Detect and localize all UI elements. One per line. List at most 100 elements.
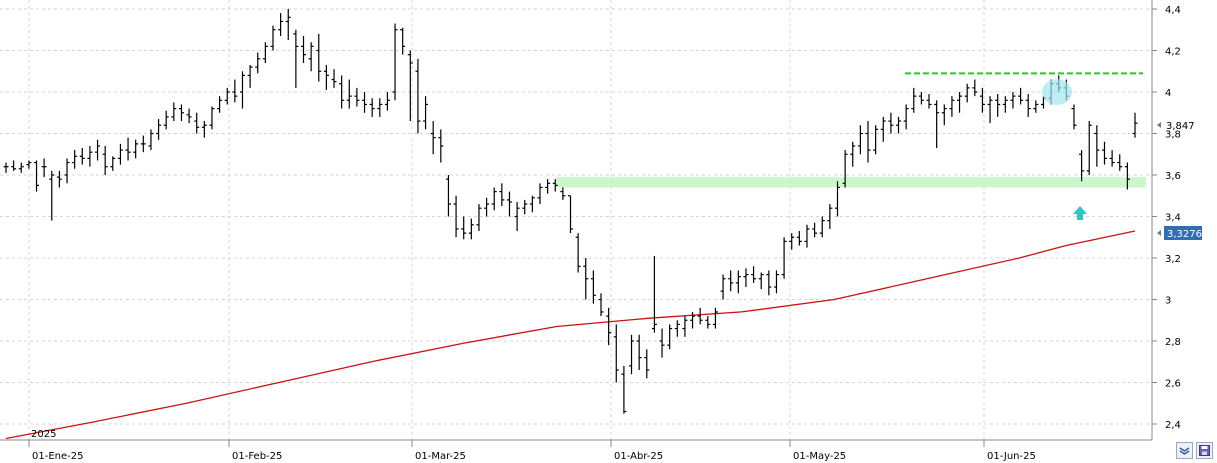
price-bar <box>636 334 642 371</box>
price-bar <box>186 108 192 124</box>
price-bar <box>445 175 451 217</box>
price-bar <box>1033 100 1039 113</box>
zoom-button[interactable] <box>1176 442 1193 459</box>
price-bar <box>583 258 589 300</box>
ma-value-badge <box>1164 226 1202 240</box>
x-tick-label: 01-Mar-25 <box>415 451 466 462</box>
price-bar <box>499 183 505 207</box>
price-bar <box>56 170 62 188</box>
price-bar <box>1071 104 1077 130</box>
price-bar <box>606 307 612 346</box>
price-bar <box>598 293 604 317</box>
price-bar <box>735 270 741 294</box>
price-bar <box>239 71 245 109</box>
price-bar <box>293 29 299 88</box>
price-bar <box>79 148 85 165</box>
price-bar <box>865 121 871 163</box>
price-bar <box>285 9 291 41</box>
price-bar <box>209 106 215 130</box>
price-bar <box>1117 154 1123 171</box>
price-bar <box>964 83 970 103</box>
price-bar <box>575 233 581 273</box>
x-axis: 01-Ene-25 01-Feb-25 01-Mar-25 01-Abr-25 01-M… <box>0 439 1152 462</box>
price-bar <box>491 187 497 211</box>
price-bar <box>255 52 261 74</box>
price-bar <box>720 274 726 300</box>
y-tick-label: 3,2 <box>1165 254 1181 265</box>
price-bar <box>423 96 429 130</box>
price-bar <box>224 87 230 105</box>
price-bar <box>392 23 398 101</box>
price-bar <box>1094 125 1100 167</box>
price-bar <box>568 195 573 234</box>
price-bar <box>514 201 520 232</box>
price-bar <box>278 13 284 36</box>
price-bar <box>1010 92 1016 109</box>
price-bar <box>301 35 307 63</box>
price-bar <box>323 65 329 90</box>
price-bar <box>430 121 436 155</box>
price-bar <box>438 129 444 163</box>
price-bar <box>346 79 352 109</box>
price-bar <box>362 92 368 113</box>
price-bar <box>133 139 139 159</box>
price-bar <box>949 96 955 117</box>
price-bar <box>1086 121 1092 175</box>
price-bar <box>682 316 688 337</box>
save-button[interactable] <box>1196 442 1213 459</box>
price-bar <box>560 187 566 200</box>
price-bar <box>957 92 963 113</box>
price-bar <box>918 92 924 105</box>
moving-average-line <box>5 230 1136 440</box>
annotations <box>905 72 1143 220</box>
price-bar <box>987 96 993 124</box>
highlight-circle <box>1042 79 1072 105</box>
y-tick-label: 3,4 <box>1165 213 1181 224</box>
price-bar <box>354 87 360 107</box>
zoom-icon <box>1179 447 1190 455</box>
y-tick-label: 3 <box>1165 296 1171 307</box>
price-bar <box>773 270 779 294</box>
price-bar <box>857 125 863 155</box>
ma-value-label: 3,3276 <box>1167 229 1202 240</box>
price-bar <box>545 179 551 194</box>
price-bar <box>690 311 696 329</box>
price-bar <box>712 307 718 329</box>
save-icon <box>1199 445 1210 456</box>
price-bar <box>95 139 101 161</box>
price-bar <box>529 195 535 213</box>
price-bar <box>26 160 32 169</box>
price-bar <box>903 104 909 130</box>
price-bar <box>995 94 1001 117</box>
price-bar <box>834 181 840 217</box>
price-bar <box>590 270 596 304</box>
price-bar <box>629 334 635 375</box>
x-tick-label: 01-Jun-25 <box>987 451 1036 462</box>
price-bar <box>461 216 467 240</box>
price-bar <box>880 116 886 142</box>
price-bar <box>308 42 314 72</box>
price-bar <box>972 79 978 97</box>
price-bar <box>888 112 894 134</box>
price-bar <box>171 102 177 122</box>
price-bar <box>789 233 795 250</box>
x-tick-label: 01-Ene-25 <box>32 451 83 462</box>
price-bar <box>705 316 711 329</box>
price-bar <box>804 224 810 248</box>
price-bar <box>812 222 818 238</box>
price-bar <box>156 118 162 140</box>
y-tick-label: 3,6 <box>1165 171 1181 182</box>
price-bar <box>163 110 169 130</box>
price-bar <box>979 87 985 113</box>
support-zone <box>556 177 1146 188</box>
price-bar <box>1025 94 1031 117</box>
price-bar <box>621 365 627 414</box>
price-bar <box>667 324 673 350</box>
moving-average-path <box>5 230 1136 440</box>
up-arrow-icon <box>1073 206 1087 220</box>
price-bar <box>18 162 24 173</box>
price-bar <box>697 307 703 325</box>
price-bar <box>552 179 558 192</box>
ma-value-pointer <box>1157 230 1161 236</box>
price-bar <box>270 25 276 51</box>
